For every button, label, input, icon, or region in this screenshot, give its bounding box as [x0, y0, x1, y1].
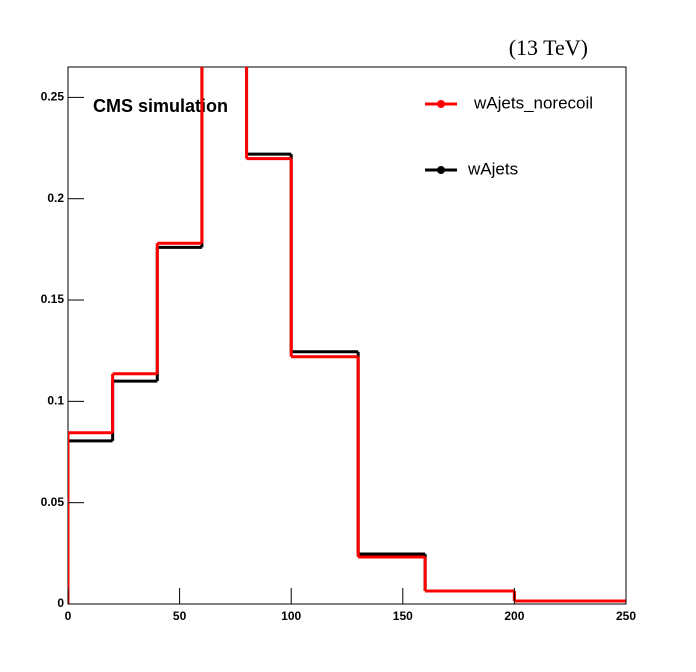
- legend-label: wAjets: [467, 159, 518, 178]
- annotation: CMS simulation: [93, 96, 228, 116]
- y-tick-label: 0.05: [41, 495, 65, 509]
- legend-marker: [437, 100, 445, 108]
- histogram-area: [68, 67, 626, 604]
- x-tick-label: 50: [173, 609, 187, 623]
- x-tick-label: 0: [65, 609, 72, 623]
- x-tick-label: 250: [616, 609, 636, 623]
- legend-marker: [437, 166, 445, 174]
- chart-title: (13 TeV): [509, 35, 588, 60]
- x-tick-label: 200: [504, 609, 524, 623]
- y-tick-label: 0.2: [47, 191, 64, 205]
- x-tick-label: 150: [393, 609, 413, 623]
- x-tick-label: 100: [281, 609, 301, 623]
- y-tick-label: 0.15: [41, 292, 65, 306]
- y-tick-label: 0: [57, 596, 64, 610]
- y-tick-label: 0.25: [41, 90, 65, 104]
- y-tick-label: 0.1: [47, 394, 64, 408]
- legend-label: wAjets_norecoil: [473, 93, 593, 112]
- plot-frame: [67, 66, 627, 605]
